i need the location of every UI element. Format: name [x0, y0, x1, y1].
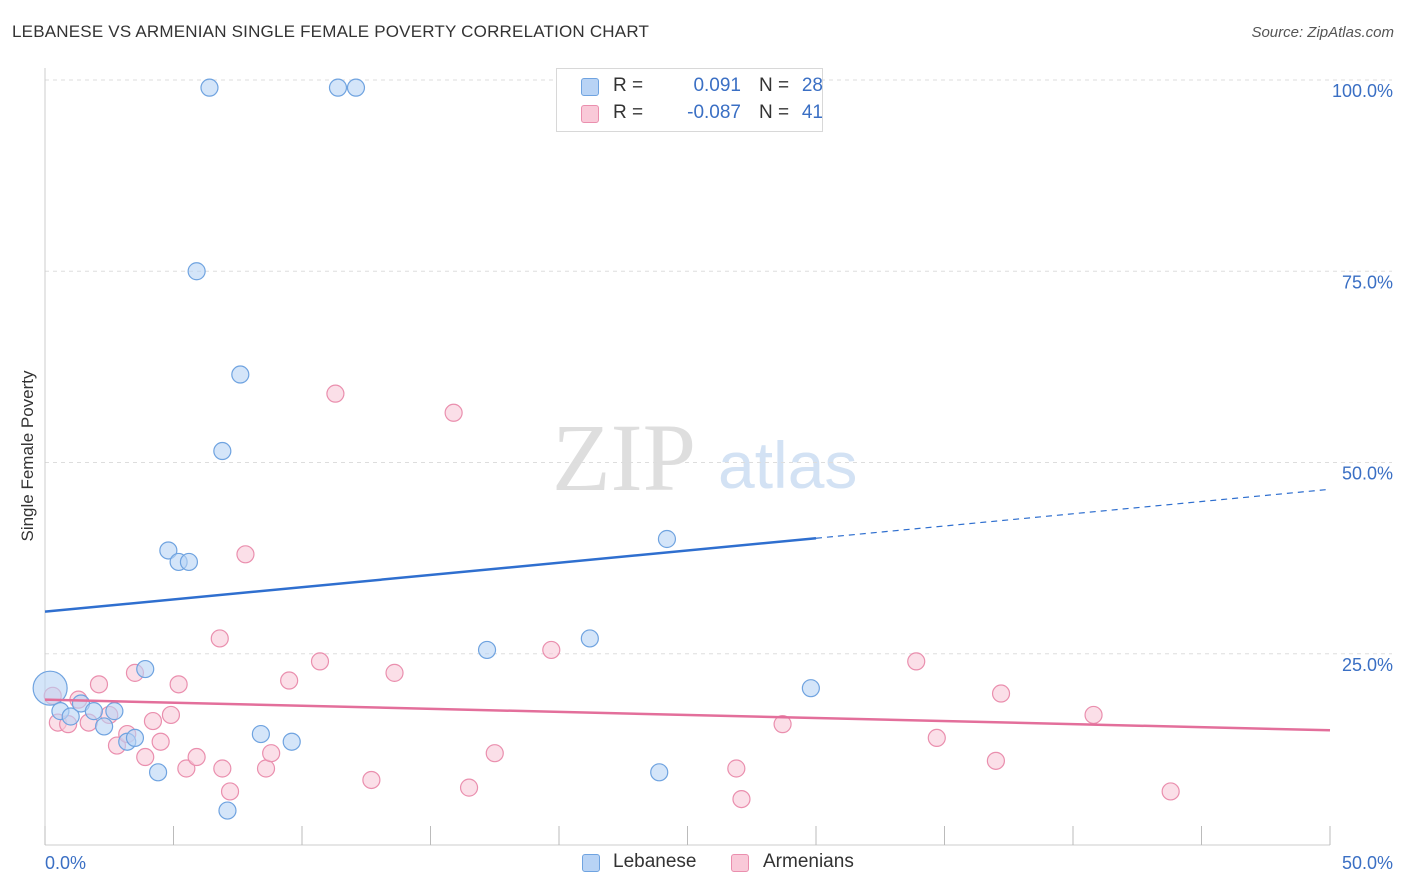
x-tick-label: 50.0%: [1342, 853, 1393, 873]
chart-title: LEBANESE VS ARMENIAN SINGLE FEMALE POVER…: [12, 22, 650, 41]
lebanese-point: [187, 262, 206, 281]
armenian-point: [986, 751, 1006, 770]
lebanese-point: [282, 732, 301, 751]
lebanese-point: [213, 441, 232, 461]
lebanese-point: [179, 552, 199, 572]
armenian-point: [143, 711, 163, 731]
lebanese-swatch: [581, 78, 599, 96]
x-tick-label: 0.0%: [45, 853, 86, 873]
lebanese-point: [477, 640, 497, 660]
armenian-point: [459, 778, 479, 797]
armenian-point: [169, 675, 188, 694]
armenian-point: [542, 640, 561, 660]
armenian-point: [732, 789, 751, 809]
lebanese-point: [657, 529, 677, 549]
lebanese-point: [105, 702, 124, 721]
lebanese-point: [125, 728, 145, 748]
watermark-zip: ZIP: [552, 404, 696, 511]
source-credit: Source: ZipAtlas.com: [1251, 24, 1394, 41]
armenians-swatch: [581, 105, 599, 123]
armenian-point: [991, 684, 1011, 703]
armenian-point: [362, 770, 381, 790]
grid-lines: [45, 79, 1392, 655]
legend-r-value: -0.087: [687, 102, 741, 123]
armenian-point: [187, 747, 206, 767]
y-tick-labels: 100.0% 75.0% 50.0% 25.0%: [1332, 81, 1393, 675]
y-tick-label: 50.0%: [1342, 464, 1393, 484]
armenian-point: [773, 715, 792, 734]
trend-lines: [44, 488, 1331, 732]
lebanese-point: [580, 629, 599, 648]
armenian-point: [177, 759, 196, 778]
armenian-point: [927, 728, 946, 748]
lebanese-trend-line: [44, 536, 817, 613]
series-legend: Lebanese Armenians: [582, 851, 902, 875]
stats-legend: R = 0.091 N = 28 R = -0.087 N = 41: [556, 68, 823, 132]
legend-n-label: N =: [759, 102, 790, 123]
armenian-point: [210, 629, 229, 648]
watermark: ZIP atlas: [552, 404, 857, 511]
armenian-point: [444, 403, 463, 422]
lebanese-point: [328, 78, 348, 97]
legend-armenians-label: Armenians: [763, 851, 854, 872]
armenian-point: [220, 782, 240, 801]
lebanese-trend-projection: [815, 488, 1331, 539]
armenian-point: [161, 705, 181, 725]
armenian-point: [1161, 782, 1180, 801]
armenian-point: [236, 545, 255, 564]
watermark-atlas: atlas: [718, 428, 857, 502]
legend-n-value: 41: [801, 102, 823, 123]
lebanese-point: [650, 763, 669, 782]
armenian-point: [280, 671, 299, 690]
lebanese-point: [231, 365, 250, 384]
legend-lebanese-label: Lebanese: [613, 851, 697, 872]
y-tick-label: 75.0%: [1342, 272, 1393, 292]
lebanese-point: [159, 541, 178, 560]
x-tick-labels: 0.0% 50.0%: [45, 853, 1393, 873]
armenian-point: [385, 663, 404, 682]
lebanese-point: [84, 702, 103, 721]
armenians-swatch: [731, 854, 749, 872]
lebanese-point: [218, 801, 237, 820]
y-tick-label: 25.0%: [1342, 655, 1393, 675]
lebanese-point: [95, 717, 114, 736]
lebanese-point: [61, 707, 80, 726]
armenian-point: [151, 732, 170, 751]
y-tick-label: 100.0%: [1332, 81, 1393, 101]
armenian-point: [907, 652, 926, 671]
armenian-point: [1084, 705, 1103, 725]
armenian-point: [485, 744, 504, 763]
armenian-point: [136, 747, 155, 767]
armenian-point: [262, 744, 281, 763]
armenian-point: [310, 652, 330, 671]
armenian-trend-line: [44, 698, 1331, 732]
legend-r-label: R =: [613, 75, 644, 96]
lebanese-points: [32, 78, 820, 820]
legend-r-value: 0.091: [693, 75, 741, 96]
armenian-point: [326, 384, 345, 403]
lebanese-point: [32, 670, 68, 706]
lebanese-point: [200, 78, 219, 97]
lebanese-point: [801, 679, 820, 698]
legend-n-value: 28: [801, 75, 823, 96]
armenian-point: [256, 759, 276, 778]
lebanese-point: [148, 763, 168, 782]
legend-r-label: R =: [613, 102, 644, 123]
lebanese-point: [346, 78, 366, 97]
axes: [44, 68, 1331, 846]
armenian-point: [213, 759, 232, 778]
armenian-point: [727, 759, 746, 778]
legend-n-label: N =: [759, 75, 790, 96]
lebanese-point: [251, 724, 270, 744]
armenian-point: [89, 675, 109, 694]
lebanese-point: [136, 659, 155, 679]
armenians-points: [43, 384, 1180, 809]
lebanese-swatch: [582, 854, 600, 872]
